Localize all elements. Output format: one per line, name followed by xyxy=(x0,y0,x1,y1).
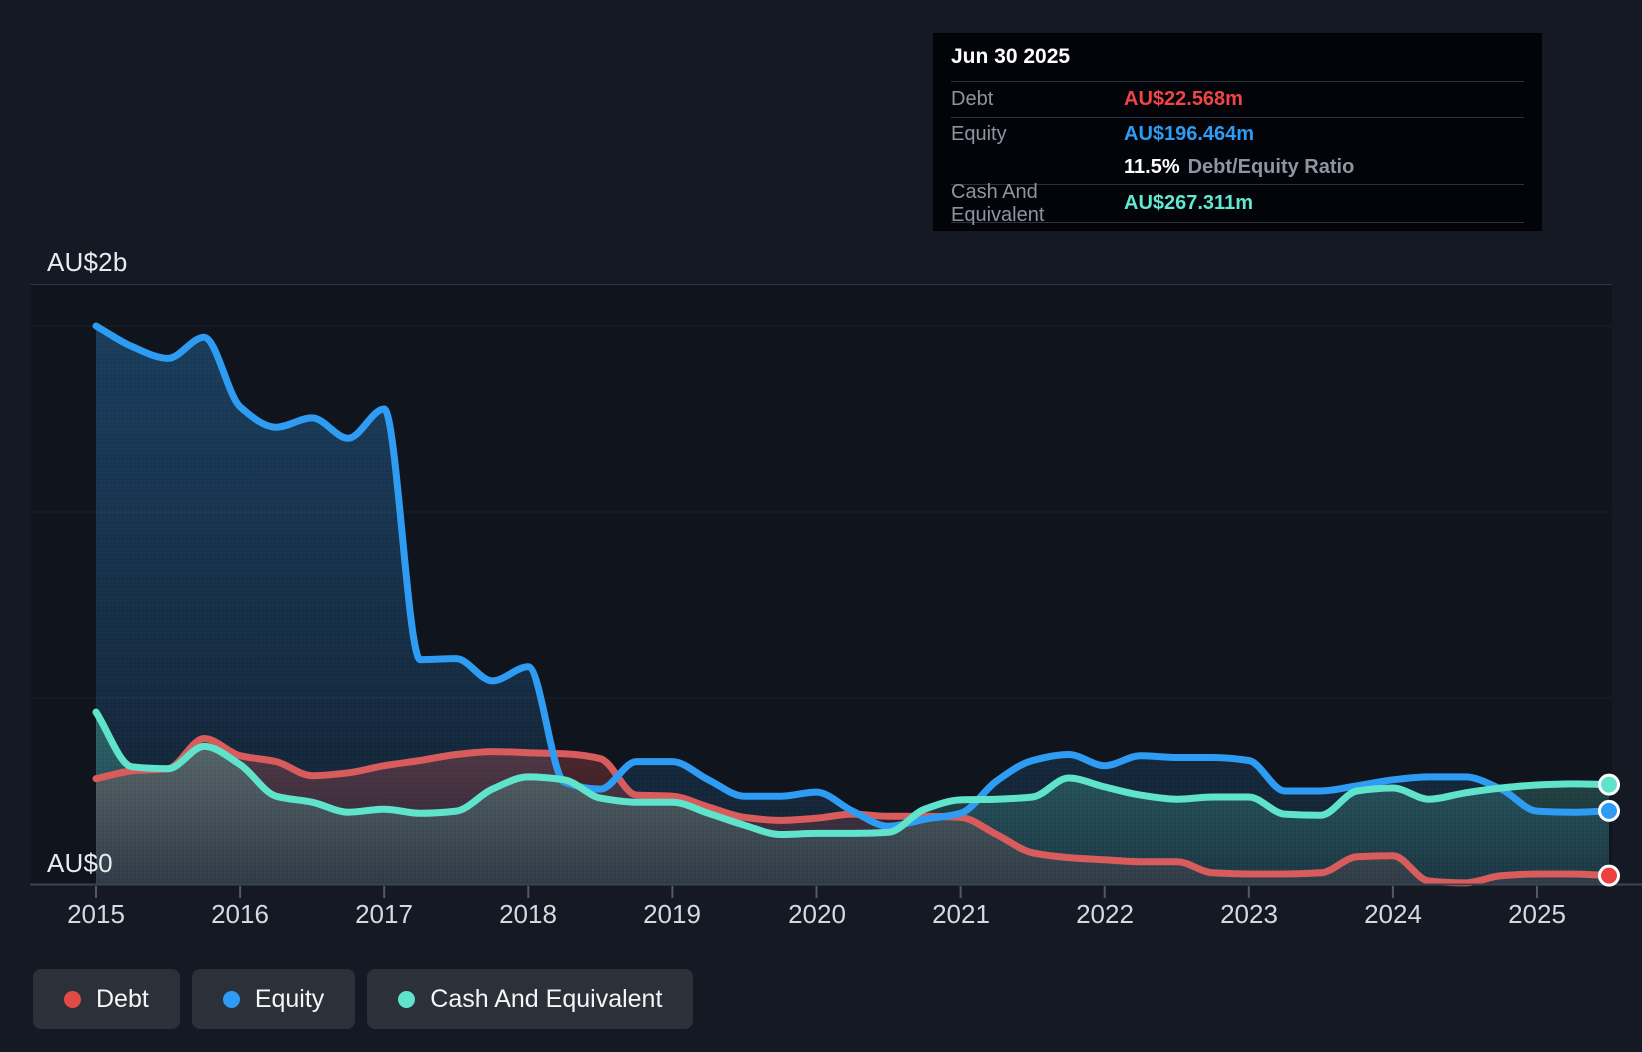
debt-end-marker[interactable] xyxy=(1600,866,1619,885)
equity-dot-icon xyxy=(223,991,240,1008)
x-axis-label: 2020 xyxy=(767,899,867,930)
legend-item-cash[interactable]: Cash And Equivalent xyxy=(367,969,693,1029)
x-axis-label: 2016 xyxy=(190,899,290,930)
tooltip-date: Jun 30 2025 xyxy=(951,33,1524,82)
legend-debt-label: Debt xyxy=(96,985,149,1014)
tooltip-cash-label: Cash And Equivalent xyxy=(951,181,1124,227)
tooltip-debt-label: Debt xyxy=(951,88,1124,111)
x-axis-label: 2024 xyxy=(1343,899,1443,930)
x-axis-label: 2018 xyxy=(478,899,578,930)
x-axis-label: 2017 xyxy=(334,899,434,930)
x-axis-label: 2025 xyxy=(1487,899,1587,930)
legend-item-equity[interactable]: Equity xyxy=(192,969,355,1029)
tooltip-equity-row: Equity AU$196.464m xyxy=(951,118,1524,150)
debt-dot-icon xyxy=(64,991,81,1008)
tooltip-debt-row: Debt AU$22.568m xyxy=(951,82,1524,118)
y-axis-max-label: AU$2b xyxy=(47,247,128,278)
chart-tooltip: Jun 30 2025 Debt AU$22.568m Equity AU$19… xyxy=(933,33,1542,231)
x-axis-label: 2023 xyxy=(1199,899,1299,930)
cash-dot-icon xyxy=(398,991,415,1008)
legend-item-debt[interactable]: Debt xyxy=(33,969,180,1029)
legend-cash-label: Cash And Equivalent xyxy=(430,985,662,1014)
tooltip-debt-value: AU$22.568m xyxy=(1124,88,1243,111)
x-axis-label: 2022 xyxy=(1055,899,1155,930)
tooltip-equity-value: AU$196.464m xyxy=(1124,123,1254,146)
x-axis-label: 2019 xyxy=(622,899,722,930)
tooltip-cash-value: AU$267.311m xyxy=(1124,192,1253,215)
tooltip-cash-row: Cash And Equivalent AU$267.311m xyxy=(951,185,1524,223)
legend-equity-label: Equity xyxy=(255,985,324,1014)
y-axis-zero-label: AU$0 xyxy=(47,848,113,879)
cash-end-marker[interactable] xyxy=(1600,775,1619,794)
tooltip-ratio-label: Debt/Equity Ratio xyxy=(1188,156,1355,179)
x-axis-label: 2021 xyxy=(911,899,1011,930)
balance-sheet-chart: AU$2b AU$0 2015 2016 2017 2018 2019 2020 2021 2… xyxy=(0,0,1642,1052)
equity-end-marker[interactable] xyxy=(1600,801,1619,820)
chart-legend: Debt Equity Cash And Equivalent xyxy=(33,969,693,1029)
tooltip-equity-label: Equity xyxy=(951,123,1124,146)
x-axis-label: 2015 xyxy=(46,899,146,930)
tooltip-ratio-percent: 11.5% xyxy=(1124,156,1180,179)
